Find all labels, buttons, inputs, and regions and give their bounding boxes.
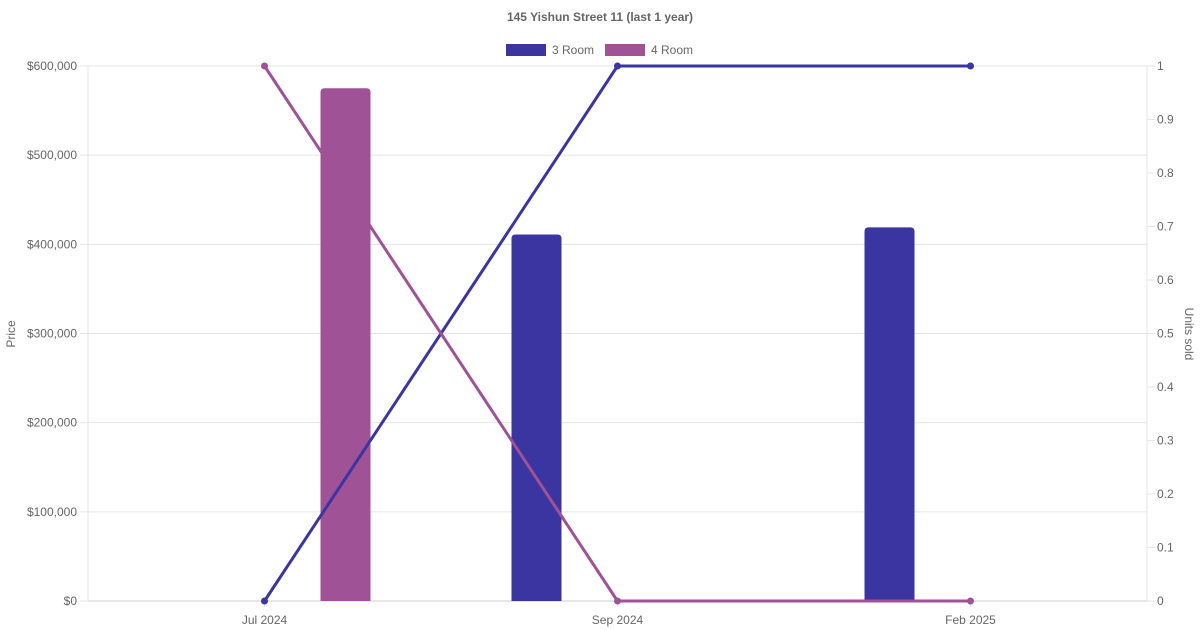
units-sold-axis-title: Units sold xyxy=(1182,308,1196,361)
month-axis: Jul 2024 Sep 2024 Feb 2025 xyxy=(242,601,996,627)
legend: 3 Room 4 Room xyxy=(506,43,693,57)
price-tick-label: $300,000 xyxy=(27,327,77,341)
units-tick-label: 1 xyxy=(1157,59,1164,73)
units-sold-point xyxy=(967,597,974,605)
price-tick-label: $500,000 xyxy=(27,148,77,162)
units-sold-point xyxy=(614,62,621,70)
units-tick-label: 0.3 xyxy=(1157,434,1174,448)
units-tick-label: 0.5 xyxy=(1157,327,1174,341)
units-tick-label: 0.4 xyxy=(1157,380,1174,394)
price-axis: $0 $100,000 $200,000 $300,000 $400,000 $500,0… xyxy=(27,59,89,608)
price-bar xyxy=(320,88,371,601)
grid-lines xyxy=(88,65,1147,602)
units-tick-label: 0.2 xyxy=(1157,487,1174,501)
units-tick-label: 0.7 xyxy=(1157,220,1174,234)
price-bars xyxy=(320,88,915,601)
legend-label: 4 Room xyxy=(651,43,693,57)
price-tick-label: $0 xyxy=(64,594,78,608)
price-tick-label: $200,000 xyxy=(27,416,77,430)
units-tick-label: 0.6 xyxy=(1157,273,1174,287)
units-tick-label: 0 xyxy=(1157,594,1164,608)
month-tick-label: Feb 2025 xyxy=(945,613,996,627)
legend-swatch xyxy=(605,44,645,56)
price-bar xyxy=(511,234,562,601)
units-sold-point xyxy=(614,597,621,605)
legend-label: 3 Room xyxy=(552,43,594,57)
price-bar xyxy=(864,227,915,601)
units-sold-point xyxy=(261,62,268,70)
price-tick-label: $400,000 xyxy=(27,237,77,251)
price-tick-label: $100,000 xyxy=(27,505,77,519)
units-sold-point xyxy=(967,62,974,70)
units-sold-point xyxy=(261,597,268,605)
units-tick-label: 0.1 xyxy=(1157,541,1174,555)
units-sold-axis: 0 0.1 0.2 0.3 0.4 0.5 0.6 0.7 0.8 0.9 1 xyxy=(1146,59,1174,608)
chart-title: 145 Yishun Street 11 (last 1 year) xyxy=(507,10,693,24)
units-sold-lines xyxy=(261,62,974,605)
units-tick-label: 0.9 xyxy=(1157,113,1174,127)
month-tick-label: Jul 2024 xyxy=(242,613,288,627)
legend-swatch xyxy=(506,44,546,56)
price-tick-label: $600,000 xyxy=(27,59,77,73)
month-tick-label: Sep 2024 xyxy=(592,613,644,627)
price-axis-title: Price xyxy=(4,320,18,348)
units-tick-label: 0.8 xyxy=(1157,166,1174,180)
